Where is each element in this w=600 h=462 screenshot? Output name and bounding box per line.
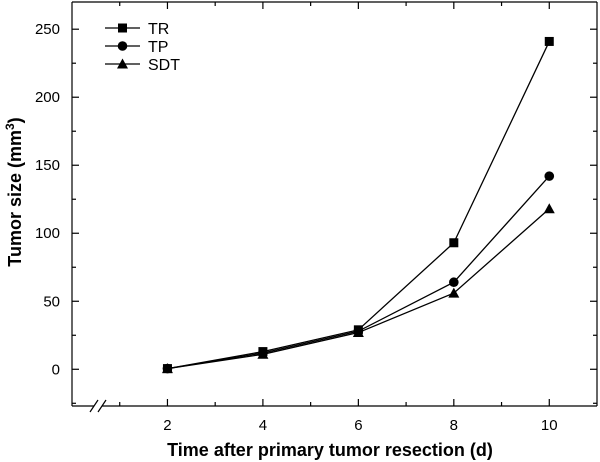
legend-marker-tp <box>117 41 128 51</box>
y-axis-title-close: ) <box>5 117 25 123</box>
y-tick-label: 100 <box>35 225 60 242</box>
y-tick-label: 0 <box>52 361 60 378</box>
legend-label-sdt: SDT <box>148 57 180 74</box>
data-point-tp <box>449 277 459 288</box>
series-markers <box>161 36 555 374</box>
y-axis-title-main: Tumor size (mm <box>5 130 25 267</box>
x-tick-label: 4 <box>259 417 267 434</box>
y-axis-ticks: 0 50 100 150 200 250 <box>35 21 597 404</box>
y-axis-title: Tumor size (mm3) <box>3 117 25 266</box>
axis-break-mark <box>89 399 99 413</box>
data-point-sdt <box>352 327 364 338</box>
x-tick-label: 10 <box>541 417 558 434</box>
data-point-tr <box>449 238 459 248</box>
series-lines <box>167 41 550 370</box>
y-axis-title-superscript: 3 <box>3 123 17 130</box>
data-point-tr <box>544 36 554 46</box>
data-point-sdt <box>161 363 173 374</box>
series-line-tp <box>167 175 550 370</box>
data-point-sdt <box>448 287 460 298</box>
legend-label-tr: TR <box>148 21 169 38</box>
y-tick-label: 200 <box>35 89 60 106</box>
legend-label-tp: TP <box>148 39 168 56</box>
y-tick-label: 50 <box>43 293 60 310</box>
data-point-sdt <box>257 348 269 359</box>
series-line-tr <box>167 41 550 370</box>
axis-break-mark <box>97 399 107 413</box>
legend-marker-sdt <box>117 58 128 69</box>
x-axis-ticks: 2 4 6 8 10 <box>119 2 558 434</box>
y-tick-label: 150 <box>35 157 60 174</box>
plot-frame <box>71 1 598 413</box>
legend-marker-tr <box>118 23 127 33</box>
data-point-sdt <box>543 203 555 214</box>
series-line-sdt <box>167 208 550 370</box>
data-point-tp <box>544 171 555 181</box>
x-tick-label: 2 <box>163 417 171 434</box>
y-tick-label: 250 <box>35 21 60 38</box>
x-tick-label: 6 <box>354 417 362 434</box>
x-axis-title: Time after primary tumor resection (d) <box>167 440 493 460</box>
x-tick-label: 8 <box>450 417 458 434</box>
